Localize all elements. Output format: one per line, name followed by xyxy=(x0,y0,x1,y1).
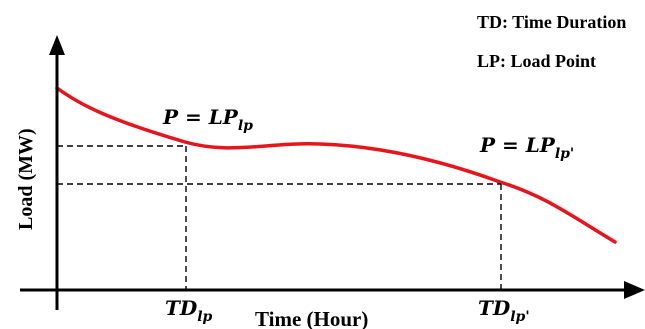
load-point-2-label: P = LPlp' xyxy=(479,133,574,162)
arrow-up-icon xyxy=(49,35,65,55)
td-1-label: TDlp xyxy=(165,296,213,325)
arrow-right-icon xyxy=(624,281,645,299)
td-2-sub: lp' xyxy=(510,309,529,325)
td-1-main: TD xyxy=(165,296,198,320)
load-point-2-sub: lp' xyxy=(555,146,574,162)
load-point-1-label: P = LPlp xyxy=(162,105,253,134)
load-point-2-main: P = LP xyxy=(479,133,556,157)
y-axis-label: Load (MW) xyxy=(15,128,37,230)
td-2-label: TDlp' xyxy=(478,296,530,325)
td-2-main: TD xyxy=(478,296,511,320)
load-curve xyxy=(55,86,617,244)
load-point-1-main: P = LP xyxy=(162,105,239,129)
legend-td: TD: Time Duration xyxy=(477,12,626,32)
x-axis-label: Time (Hour) xyxy=(255,307,368,329)
legend-lp: LP: Load Point xyxy=(477,51,596,71)
load-point-1-sub: lp xyxy=(238,118,253,134)
td-1-sub: lp xyxy=(197,309,212,325)
